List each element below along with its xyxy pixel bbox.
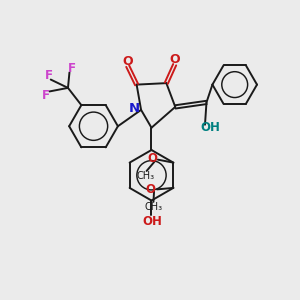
Text: N: N [129,102,140,115]
Text: F: F [45,69,52,82]
Text: O: O [148,152,158,165]
Text: OH: OH [142,215,162,228]
Text: O: O [169,53,180,66]
Text: F: F [42,89,50,102]
Text: O: O [146,183,155,196]
Text: CH₃: CH₃ [144,202,163,212]
Text: O: O [122,55,133,68]
Text: F: F [68,62,76,75]
Text: OH: OH [200,121,220,134]
Text: CH₃: CH₃ [137,171,155,181]
